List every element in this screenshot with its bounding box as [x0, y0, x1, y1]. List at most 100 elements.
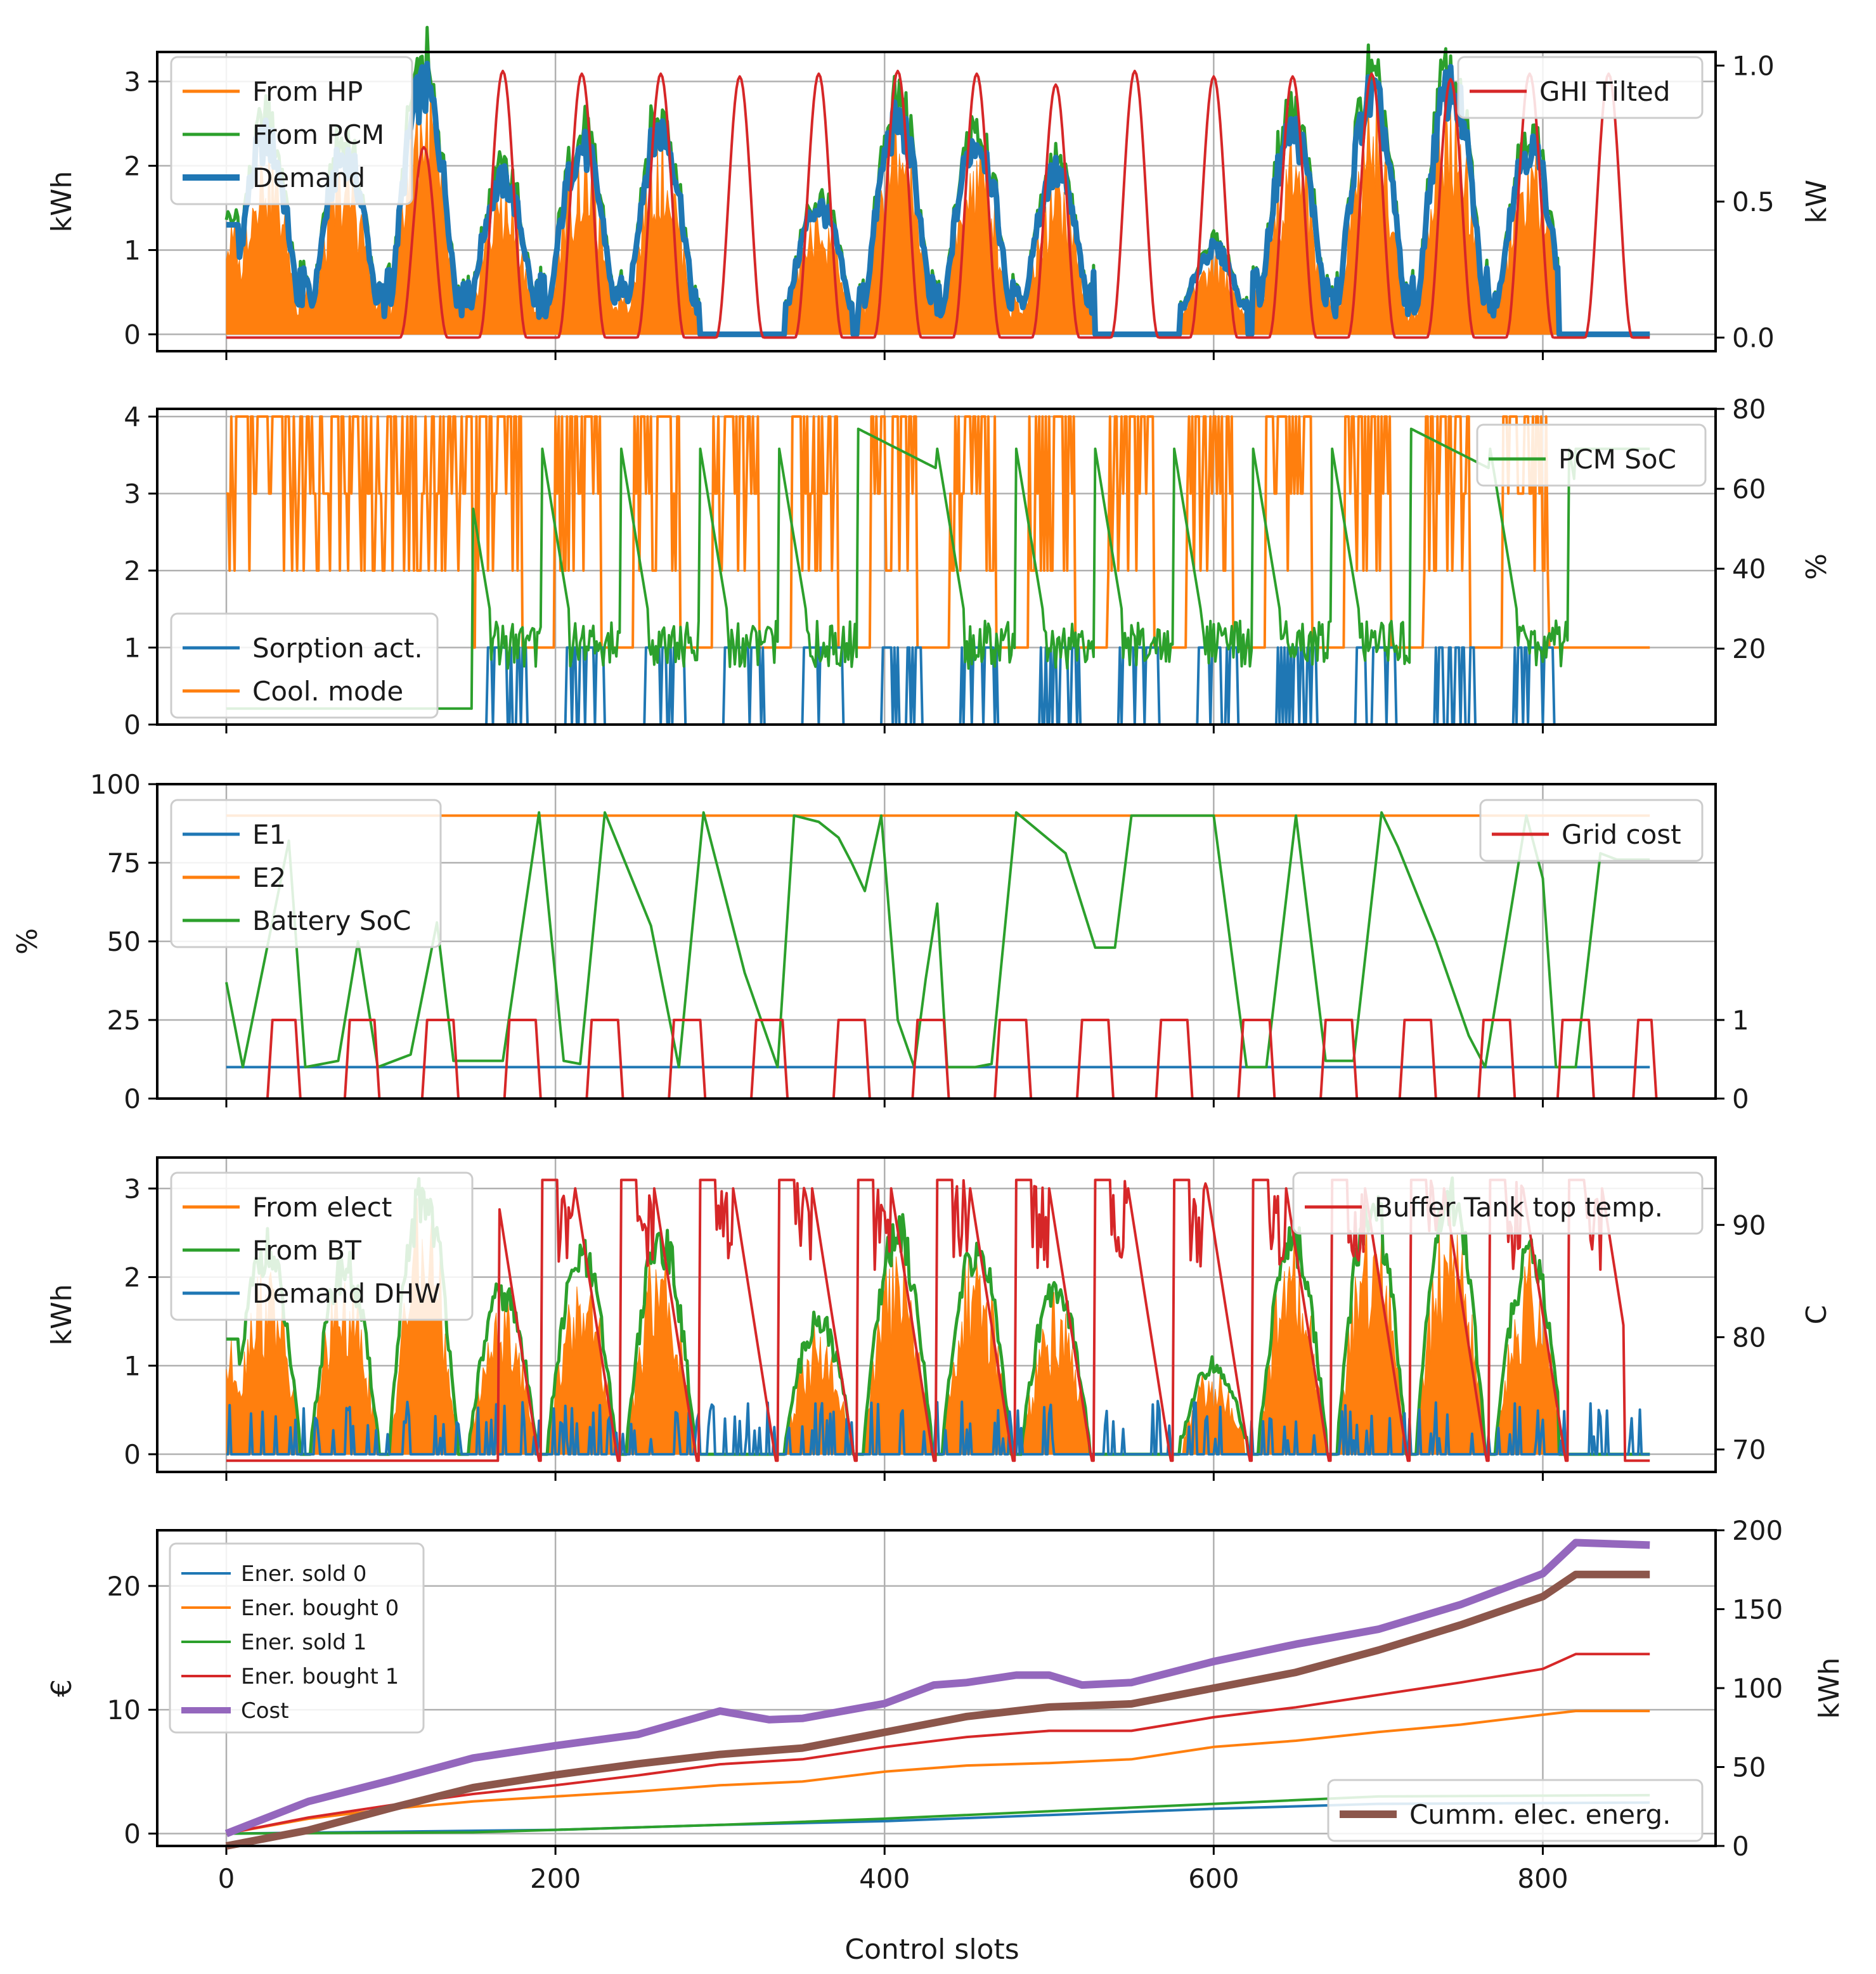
y-left-tick-label: 10: [107, 1694, 141, 1726]
legend-right: [1457, 56, 1704, 119]
legend-label: E2: [252, 862, 286, 893]
legend-right: [1476, 423, 1707, 487]
y-right-tick-label: 80: [1732, 394, 1766, 425]
legend-label: PCM SoC: [1558, 444, 1676, 475]
y-left-tick-label: 25: [107, 1005, 141, 1036]
y-left-tick-label: 2: [124, 150, 141, 181]
y-right-axis-label: kWh: [1813, 1658, 1846, 1719]
panel-4: 0 1 2 3 70 80 90 kWh C From elect From BT Demand DH…: [46, 1156, 1833, 1481]
panel-4-frame: [156, 1156, 1717, 1473]
y-left-tick-label: 100: [90, 769, 141, 800]
legend-left: [170, 56, 413, 205]
legend-left: [169, 1542, 425, 1734]
y-left-tick-label: 0: [124, 709, 141, 740]
series-ener-sold-1: [226, 1793, 1650, 1835]
y-left-axis-label: kWh: [46, 1284, 78, 1346]
y-left-tick-label: 0: [124, 1818, 141, 1849]
series-pcm-soc: [226, 427, 1650, 710]
legend-label: Cool. mode: [252, 676, 403, 707]
x-tick-label: 800: [1517, 1863, 1568, 1894]
legend-label: From PCM: [252, 119, 384, 150]
x-tick-label: 600: [1188, 1863, 1239, 1894]
legend-label: Demand: [252, 162, 365, 193]
y-left-tick-label: 1: [124, 633, 141, 664]
y-left-tick-label: 20: [107, 1571, 141, 1602]
series-ghi-tilted: [226, 70, 1650, 339]
y-right-tick-label: 0.5: [1732, 186, 1775, 217]
y-left-tick-label: 4: [124, 401, 141, 432]
series-ener-bought-1: [226, 1653, 1650, 1835]
y-right-tick-label: 90: [1732, 1210, 1766, 1241]
series-ener-bought-0: [226, 1710, 1650, 1835]
y-left-tick-label: 0: [124, 1439, 141, 1470]
y-left-tick-label: 50: [107, 926, 141, 957]
y-right-axis-label: C: [1801, 1305, 1833, 1325]
y-right-tick-label: 1: [1732, 1005, 1749, 1036]
y-left-tick-label: 75: [107, 848, 141, 879]
legend-right: [1327, 1779, 1704, 1842]
panel-2: 0 1 2 3 4 20 40 60 80% Sorption act. Cool. mode PCM…: [124, 394, 1833, 740]
legend-left: [170, 1171, 474, 1321]
legend-label: Ener. bought 0: [241, 1596, 399, 1621]
x-tick-label: 200: [530, 1863, 581, 1894]
series-grid-cost: [226, 1019, 1658, 1100]
x-axis-label: Control slots: [844, 1933, 1019, 1966]
y-right-tick-label: 1.0: [1732, 50, 1775, 81]
y-left-axis-label: kWh: [46, 171, 78, 233]
y-right-tick-label: 200: [1732, 1515, 1783, 1546]
panel-2-frame: [156, 408, 1717, 726]
y-right-tick-label: 60: [1732, 474, 1766, 505]
y-right-tick-label: 40: [1732, 553, 1766, 584]
legend-label: Ener. sold 1: [241, 1630, 366, 1655]
y-right-tick-label: 0: [1732, 1831, 1749, 1862]
y-right-tick-label: 100: [1732, 1673, 1783, 1704]
y-right-tick-label: 0.0: [1732, 323, 1775, 354]
panel-1: 0 1 2 3 0.0 0.5 1.0 kWh kW From HP From PCM Demand G…: [46, 25, 1833, 360]
y-left-tick-label: 0: [124, 1083, 141, 1114]
legend-label: From HP: [252, 76, 363, 107]
legend-label: Battery SoC: [252, 905, 411, 936]
series-demand: [225, 60, 1652, 337]
y-right-axis-label: kW: [1801, 180, 1833, 224]
y-right-tick-label: 20: [1732, 633, 1766, 664]
y-left-tick-label: 3: [124, 67, 141, 98]
legend-label: Demand DHW: [252, 1278, 441, 1309]
series-cost: [224, 1539, 1650, 1838]
legend-right: [1479, 799, 1704, 862]
legend-label: GHI Tilted: [1539, 76, 1671, 107]
y-right-tick-label: 50: [1732, 1752, 1766, 1783]
legend-label: Cost: [241, 1698, 289, 1724]
series-sorption-act: [226, 646, 1650, 726]
legend-label: Sorption act.: [252, 633, 423, 664]
y-left-tick-label: 2: [124, 1262, 141, 1293]
legend-label: From BT: [252, 1235, 361, 1266]
x-tick-label: 400: [859, 1863, 910, 1894]
legend-label: Grid cost: [1562, 819, 1681, 850]
panel-3: 0 25 50 75 100 0 1% E1 E2 Battery SoC Grid cost: [11, 769, 1749, 1114]
panel-1-frame: [156, 51, 1717, 352]
y-left-axis-label: €: [46, 1679, 78, 1697]
legend-label: Ener. bought 1: [241, 1664, 399, 1689]
y-left-tick-label: 3: [124, 1173, 141, 1204]
y-right-tick-label: 150: [1732, 1594, 1783, 1625]
legend-label: E1: [252, 819, 286, 850]
legend-right: [1292, 1171, 1704, 1235]
y-left-axis-label: %: [11, 928, 44, 955]
y-left-tick-label: 2: [124, 555, 141, 586]
y-right-tick-label: 80: [1732, 1322, 1766, 1353]
legend-label: Buffer Tank top temp.: [1375, 1192, 1663, 1223]
panel-3-frame: [156, 783, 1717, 1100]
y-left-tick-label: 3: [124, 479, 141, 510]
legend-label: Cumm. elec. energ.: [1409, 1799, 1671, 1830]
y-left-tick-label: 1: [124, 1350, 141, 1381]
y-right-tick-label: 70: [1732, 1435, 1766, 1466]
y-left-tick-label: 1: [124, 235, 141, 266]
series-demand-dhw: [226, 1400, 1650, 1456]
y-left-tick-label: 0: [124, 319, 141, 350]
series-cumm-elec-energ-: [225, 1570, 1650, 1850]
legend-label: From elect: [252, 1192, 392, 1223]
legend-left: [170, 799, 442, 948]
y-right-tick-label: 0: [1732, 1083, 1749, 1114]
